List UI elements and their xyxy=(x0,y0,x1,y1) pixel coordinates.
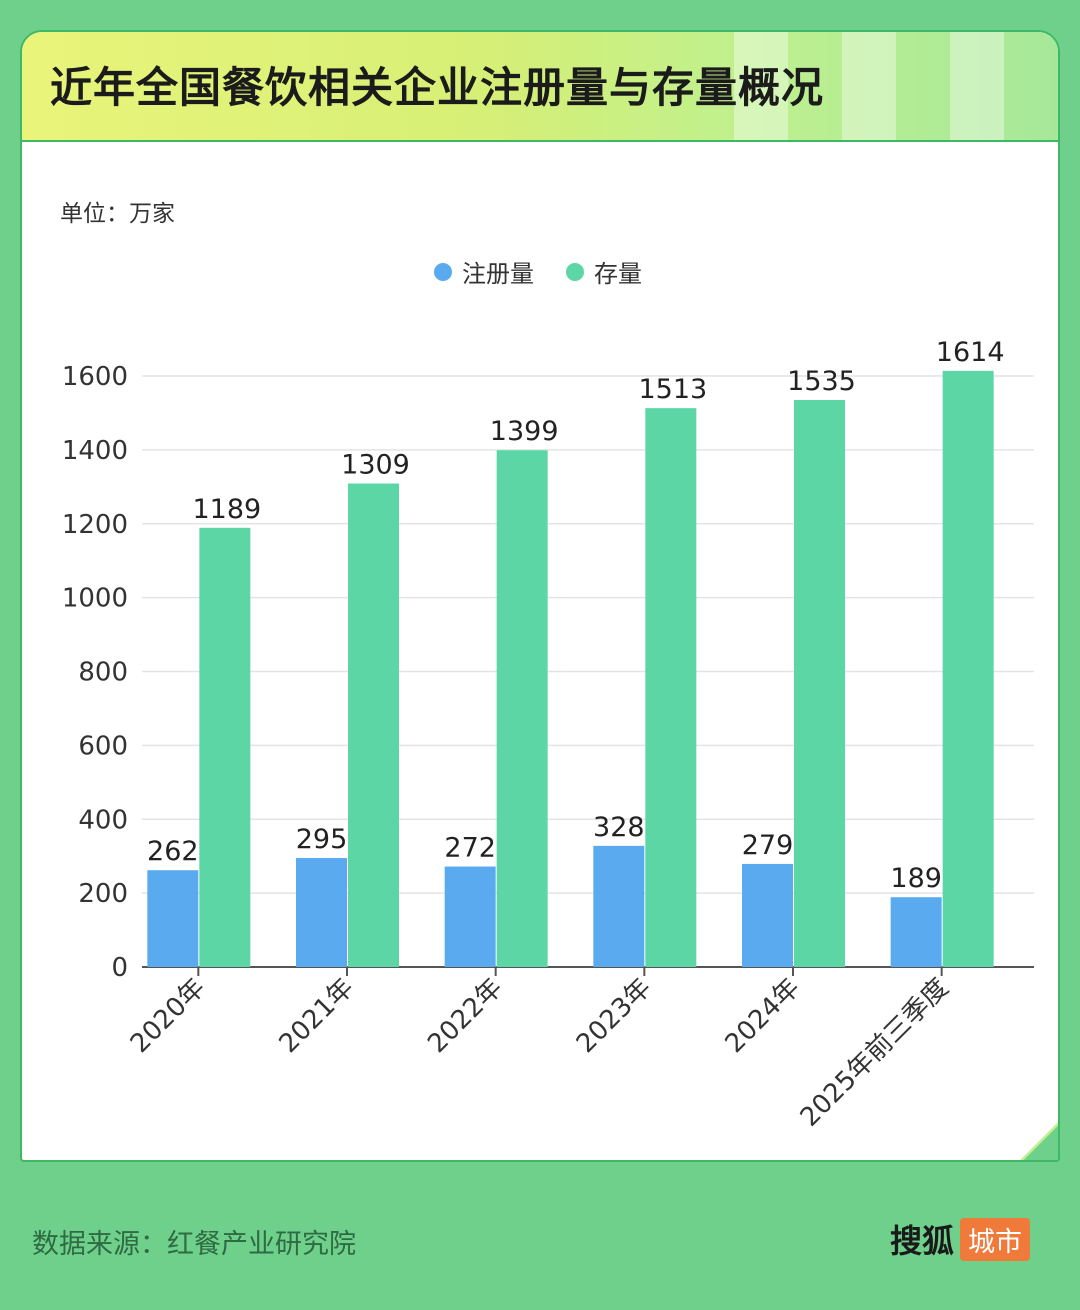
bar-stock xyxy=(794,400,845,967)
title-banner: 近年全国餐饮相关企业注册量与存量概况 xyxy=(22,32,1058,142)
bar-stock xyxy=(199,527,251,967)
x-tick-label: 2020年 xyxy=(125,973,211,1059)
y-tick-label: 1400 xyxy=(62,436,128,466)
legend-swatch-registrations xyxy=(434,262,452,281)
bar-stock xyxy=(348,483,399,967)
legend-item-registrations: 注册量 xyxy=(434,254,534,289)
data-label-stock: 1614 xyxy=(936,337,1005,368)
data-label-registrations: 279 xyxy=(742,830,794,861)
brand-logo: 搜狐 城市 xyxy=(890,1216,1031,1262)
x-tick-label: 2022年 xyxy=(422,973,508,1059)
bar-stock xyxy=(942,370,994,967)
x-tick-label: 2023年 xyxy=(571,973,657,1059)
data-label-registrations: 189 xyxy=(890,863,942,894)
bar-registrations xyxy=(147,870,199,967)
legend-label-registrations: 注册量 xyxy=(462,260,534,288)
checker-pattern xyxy=(734,32,1058,140)
data-label-registrations: 295 xyxy=(296,824,348,855)
legend-item-stock: 存量 xyxy=(566,254,642,289)
data-label-stock: 1513 xyxy=(638,374,707,405)
y-tick-label: 1600 xyxy=(62,362,128,392)
data-label-stock: 1309 xyxy=(341,449,410,480)
data-label-registrations: 328 xyxy=(593,812,645,843)
y-tick-label: 400 xyxy=(78,805,128,835)
y-tick-label: 600 xyxy=(78,731,128,761)
legend-swatch-stock xyxy=(566,262,584,281)
page-fold xyxy=(1020,1122,1058,1160)
source-note: 数据来源：红餐产业研究院 xyxy=(32,1229,356,1260)
data-label-registrations: 272 xyxy=(444,833,496,864)
bar-registrations xyxy=(296,858,347,967)
bar-chart: 0 200 400 600 800 1000 1200 1400 1600 262 1189 2020… xyxy=(62,337,1034,1133)
data-label-registrations: 262 xyxy=(147,836,199,867)
bar-stock xyxy=(496,450,548,967)
unit-label: 单位：万家 xyxy=(60,201,175,227)
y-tick-label: 800 xyxy=(78,658,128,688)
data-label-stock: 1189 xyxy=(192,494,261,525)
bar-registrations xyxy=(593,845,645,967)
data-label-stock: 1399 xyxy=(490,416,559,447)
x-tick-label: 2021年 xyxy=(274,973,360,1059)
chart-card: 近年全国餐饮相关企业注册量与存量概况 单位：万家 注册量 存量 0 200 400 6… xyxy=(20,30,1060,1162)
bar-registrations xyxy=(890,897,942,967)
bar-registrations xyxy=(444,866,496,967)
legend-label-stock: 存量 xyxy=(594,260,642,288)
x-tick-label: 2025年前三季度 xyxy=(795,973,955,1133)
bar-registrations xyxy=(742,863,793,967)
x-tick-label: 2024年 xyxy=(720,973,806,1059)
legend: 注册量 存量 xyxy=(434,254,642,289)
chart-title: 近年全国餐饮相关企业注册量与存量概况 xyxy=(50,63,825,112)
data-label-stock: 1535 xyxy=(787,366,856,397)
brand-badge: 城市 xyxy=(960,1217,1031,1261)
y-tick-label: 1000 xyxy=(62,584,128,614)
brand-name: 搜狐 xyxy=(890,1222,955,1260)
y-tick-label: 200 xyxy=(78,879,128,909)
y-tick-label: 0 xyxy=(111,953,128,983)
bar-stock xyxy=(645,408,697,967)
y-tick-label: 1200 xyxy=(62,510,128,540)
